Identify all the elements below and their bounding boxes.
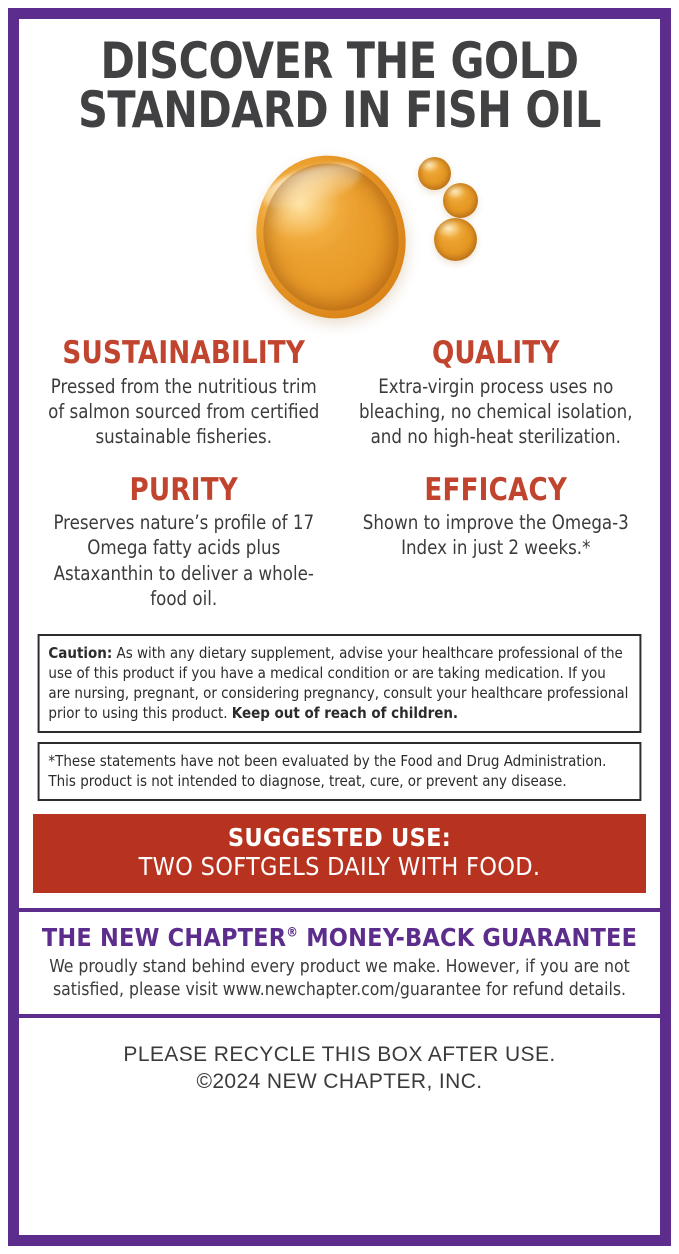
headline-line-1: DISCOVER THE GOLD (100, 32, 579, 90)
guarantee-title-post: MONEY-BACK GUARANTEE (298, 923, 638, 953)
feature-quality: QUALITY Extra-virgin process uses no ble… (345, 337, 647, 450)
feature-title: QUALITY (431, 335, 560, 371)
legal-notes: Caution: As with any dietary supplement,… (19, 633, 660, 801)
feature-body: Preserves nature’s profile of 17 Omega f… (53, 511, 315, 611)
footer: PLEASE RECYCLE THIS BOX AFTER USE. ©2024… (19, 1018, 660, 1096)
headline-line-2: STANDARD IN FISH OIL (78, 81, 601, 139)
feature-body: Extra-virgin process uses no bleaching, … (358, 374, 633, 449)
guarantee-body: We proudly stand behind every product we… (49, 955, 630, 1000)
feature-title: EFFICACY (423, 471, 567, 508)
feature-body: Shown to improve the Omega-3 Index in ju… (362, 511, 629, 560)
divider-bottom (19, 1013, 660, 1018)
suggested-use-detail: TWO SOFTGELS DAILY WITH FOOD. (138, 851, 541, 881)
small-oil-droplet-icon-1 (418, 157, 451, 190)
large-oil-droplet-icon (237, 137, 425, 337)
feature-efficacy: EFFICACY Shown to improve the Omega-3 In… (345, 474, 647, 612)
suggested-use-heading: SUGGESTED USE: (227, 822, 452, 852)
feature-body: Pressed from the nutritious trim of salm… (48, 374, 320, 449)
feature-title: PURITY (129, 471, 238, 508)
guarantee-title: THE NEW CHAPTER® MONEY-BACK GUARANTEE (35, 924, 644, 952)
disclaimer-line-1: *These statements have not been evaluate… (48, 751, 607, 770)
disclaimer-line-2: This product is not intended to diagnose… (48, 771, 567, 790)
feature-grid-row-1: SUSTAINABILITY Pressed from the nutritio… (19, 337, 660, 450)
caution-body: As with any dietary supplement, advise y… (48, 643, 629, 722)
registered-trademark-icon: ® (286, 926, 299, 942)
recycle-notice: PLEASE RECYCLE THIS BOX AFTER USE. (123, 1042, 556, 1066)
page-title: DISCOVER THE GOLD STANDARD IN FISH OIL (45, 19, 635, 135)
divider-top (19, 908, 660, 913)
feature-sustainability: SUSTAINABILITY Pressed from the nutritio… (33, 337, 335, 450)
feature-grid-row-2: PURITY Preserves nature’s profile of 17 … (19, 474, 660, 612)
oil-droplet-illustration (19, 137, 660, 337)
guarantee-title-pre: THE NEW CHAPTER (41, 923, 287, 953)
caution-box: Caution: As with any dietary supplement,… (37, 633, 642, 733)
feature-purity: PURITY Preserves nature’s profile of 17 … (33, 474, 335, 612)
panel-content: DISCOVER THE GOLD STANDARD IN FISH OIL S… (19, 19, 660, 1235)
small-oil-droplet-icon-3 (434, 218, 477, 261)
money-back-guarantee-section: THE NEW CHAPTER® MONEY-BACK GUARANTEE We… (19, 912, 660, 1001)
fda-disclaimer-box: *These statements have not been evaluate… (37, 741, 642, 801)
copyright-notice: ©2024 NEW CHAPTER, INC. (196, 1070, 483, 1094)
feature-title: SUSTAINABILITY (62, 335, 306, 371)
small-oil-droplet-icon-2 (443, 183, 478, 218)
caution-emphasis: Keep out of reach of children. (231, 703, 459, 722)
suggested-use-banner: SUGGESTED USE: TWO SOFTGELS DAILY WITH F… (33, 813, 646, 894)
caution-label: Caution: (48, 643, 113, 662)
